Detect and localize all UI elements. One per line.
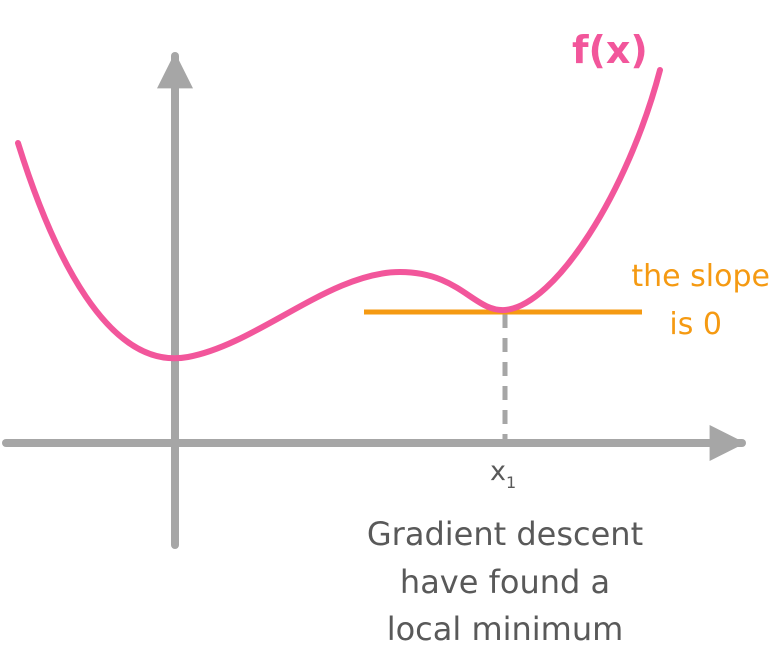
x1-label-subscript: 1	[506, 473, 516, 492]
caption-line3: local minimum	[387, 610, 624, 648]
slope-label-line2: is 0	[669, 307, 722, 342]
caption-line2: have found a	[400, 563, 610, 601]
caption-line1: Gradient descent	[367, 515, 643, 553]
x1-label-main: x	[490, 456, 506, 487]
curve-label: f(x)	[572, 28, 648, 72]
slope-label-line1: the slope	[631, 259, 770, 294]
x1-label: x1	[490, 456, 516, 492]
function-curve	[15, 67, 663, 362]
